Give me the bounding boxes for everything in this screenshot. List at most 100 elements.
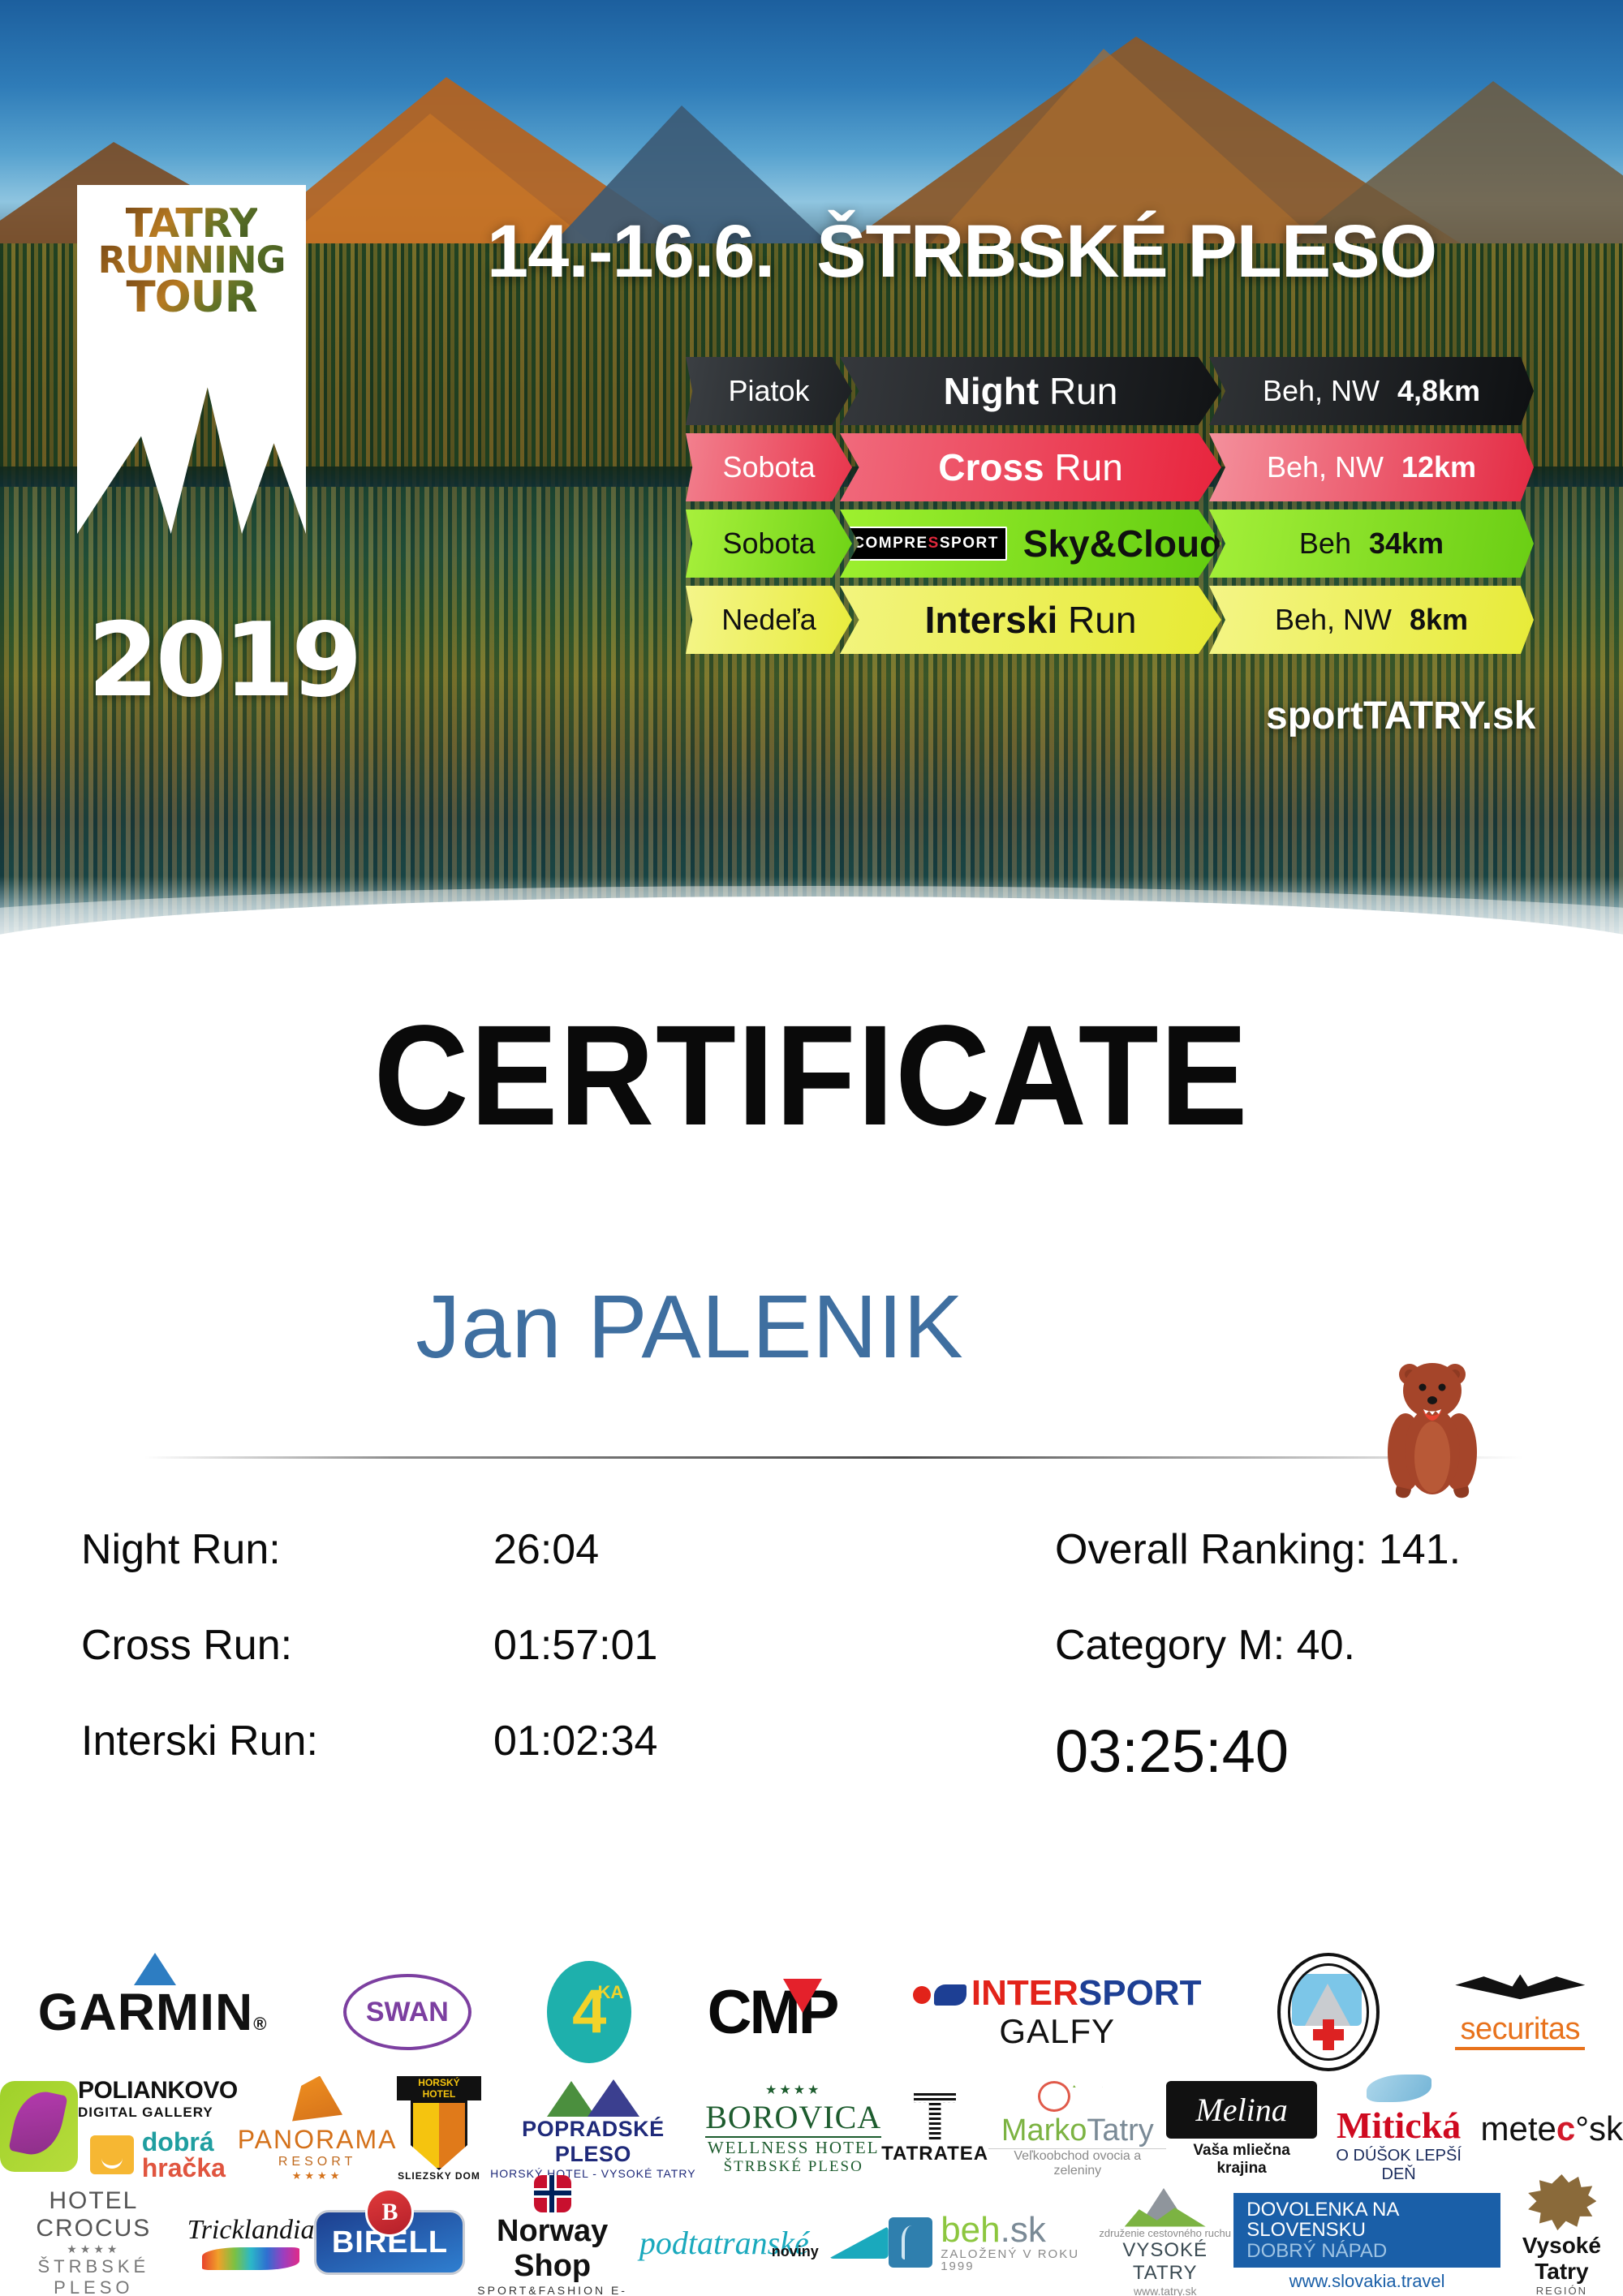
sponsor-hotel-crocus-text[interactable]: HOTEL CROCUS ★★★★ ŠTRBSKÉ PLESO [0, 2187, 187, 2296]
intersport-logo: INTERSPORT GALFY [912, 1973, 1202, 2049]
sponsor-logos: GARMIN® SWAN 4 KA CMP INTERSP [0, 1953, 1623, 2296]
norway-shop-logo: Norway Shop SPORT&FASHION E-SHOP [465, 2175, 639, 2296]
sponsor-swan[interactable]: SWAN [342, 1974, 471, 2050]
behsk-logo: beh.sk ZALOŽENÝ V ROKU 1999 [888, 2210, 1096, 2273]
schedule-discipline: Beh, NW [1266, 450, 1384, 484]
dovolenka-label: DOVOLENKA NA SLOVENSKU [1246, 2199, 1399, 2242]
sponsor-marko-tatry[interactable]: MarkoTatry Veľkoobchod ovocia a zeleniny [988, 2079, 1167, 2178]
miticka-label: Mitická [1336, 2104, 1462, 2146]
sponsor-tricklandia[interactable]: Tricklandia [187, 2215, 314, 2270]
intersport-sport: SPORT [1078, 1973, 1202, 2013]
panorama-label: PANORAMA [237, 2124, 398, 2154]
region-tatry-logo: Vysoké Tatry REGIÓN www.regiontatry.sk [1500, 2174, 1623, 2296]
sponsor-beh-sk[interactable]: beh.sk ZALOŽENÝ V ROKU 1999 [888, 2210, 1096, 2273]
hero-banner: TATRY RUNNING TOUR 2019 14.-16.6. ŠTRBSKÉ… [0, 0, 1623, 961]
schedule-distance-chevron: Beh, NW 4,8km [1209, 357, 1534, 425]
dobra-bag-icon [89, 2135, 134, 2174]
swan-logo: SWAN [342, 1974, 471, 2050]
sponsor-dovolenka-na-slovensku[interactable]: DOVOLENKA NA SLOVENSKU DOBRÝ NÁPAD www.s… [1233, 2193, 1500, 2292]
marko-label: MarkoTatry [988, 2113, 1166, 2148]
podtatranske-sub: noviny [771, 2242, 819, 2259]
popradske-label: POPRADSKÉ PLESO [522, 2117, 665, 2166]
tanap-logo-icon [1276, 1953, 1380, 2071]
miticka-sub: O DÚŠOK LEPŠÍ DEŇ [1336, 2146, 1462, 2183]
behsk-label: beh [941, 2210, 1001, 2250]
race-name-bold: Cross [938, 446, 1044, 488]
dobra-words: dobrá hračka [142, 2129, 226, 2181]
intersport-wordmark: INTERSPORT [912, 1973, 1202, 2013]
podtatranske-fan-icon [828, 2226, 889, 2259]
sponsor-miticka[interactable]: Mitická O DÚŠOK LEPŠÍ DEŇ [1317, 2074, 1481, 2184]
borovica-stars: ★★★★ [765, 2083, 822, 2097]
fourka-ka: KA [597, 1982, 624, 2002]
garmin-label: GARMIN [37, 1983, 254, 2041]
sponsor-birell[interactable]: B BIRELL [314, 2188, 466, 2275]
meteo-logo: metec°sk [1480, 2109, 1623, 2148]
hracka-label: hračka [141, 2153, 226, 2182]
sponsor-intersport-galfy[interactable]: INTERSPORT GALFY [912, 1973, 1202, 2049]
crocus-label: HOTEL CROCUS [36, 2186, 152, 2242]
sponsor-hotel-crocus[interactable] [0, 2081, 78, 2177]
sponsor-securitas[interactable]: securitas [1455, 1974, 1586, 2050]
marko-second: Tatry [1087, 2113, 1154, 2148]
event-website-url[interactable]: sportTATRY.sk [1266, 694, 1536, 737]
divider [144, 1456, 1524, 1459]
behsk-sub: ZALOŽENÝ V ROKU 1999 [941, 2247, 1080, 2273]
sponsor-podtatranske-noviny[interactable]: podtatranské noviny [639, 2224, 889, 2262]
panorama-tower-icon [292, 2075, 343, 2122]
crocus-flower-icon [0, 2081, 78, 2172]
marko-tatry-logo: MarkoTatry Veľkoobchod ovocia a zeleniny [988, 2079, 1167, 2178]
crocus-sub: ŠTRBSKÉ PLESO [37, 2255, 150, 2296]
category-ranking: Category M: 40. [1055, 1622, 1355, 1669]
sliezsky-caption: HORSKÝ HOTEL [397, 2076, 481, 2100]
intersport-dot-icon [912, 1986, 931, 2005]
sponsor-poliankovo[interactable]: POLIANKOVO DIGITAL GALLERY dobrá hračka [78, 2077, 238, 2181]
securitas-label: securitas [1455, 2012, 1586, 2050]
sponsor-cmp[interactable]: CMP [708, 1977, 840, 2048]
dovolenka-url[interactable]: www.slovakia.travel [1289, 2270, 1445, 2291]
race-name-bold: Sky&Clouds [1022, 522, 1243, 565]
tricklandia-ribbon-icon [202, 2247, 300, 2270]
compressport-badge: COMPRESSPORT [840, 527, 1007, 561]
schedule-day: Piatok [728, 374, 810, 407]
sponsor-meteo-sk[interactable]: metec°sk [1480, 2109, 1623, 2148]
race-name-rest: Run [1057, 599, 1137, 641]
schedule-row-cross-run[interactable]: Sobota Cross Run Beh, NW 12km [686, 433, 1595, 501]
result-label: Night Run: [81, 1526, 281, 1573]
sponsor-panorama-resort[interactable]: PANORAMA RESORT ★★★★ [237, 2075, 398, 2182]
sponsor-tatratea[interactable]: TATRATEA [881, 2092, 988, 2165]
sponsor-norway-shop[interactable]: Norway Shop SPORT&FASHION E-SHOP [465, 2175, 639, 2296]
category-row: Category M: 40. [1055, 1621, 1623, 1717]
tatratea-label: TATRATEA [881, 2143, 989, 2165]
sponsor-melina[interactable]: Melina Vaša mliečna krajina [1166, 2080, 1317, 2178]
sponsor-sliezsky-dom[interactable]: HORSKÝ HOTEL SLIEZSKY DOM [397, 2076, 481, 2182]
tatratea-logo: TATRATEA [881, 2092, 988, 2165]
schedule-row-night-run[interactable]: Piatok Night Run Beh, NW 4,8km [686, 357, 1595, 425]
sponsor-region-vysoke-tatry[interactable]: Vysoké Tatry REGIÓN www.regiontatry.sk [1500, 2174, 1623, 2296]
bear-mascot-icon [1388, 1363, 1477, 1498]
dovolenka-box: DOVOLENKA NA SLOVENSKU DOBRÝ NÁPAD [1233, 2193, 1500, 2268]
tricklandia-logo: Tricklandia [187, 2215, 314, 2270]
schedule-discipline: Beh, NW [1274, 603, 1392, 636]
logo-line-2: RUNNING [97, 239, 286, 282]
schedule-distance-chevron: Beh 34km [1209, 510, 1534, 578]
schedule-row-sky-clouds[interactable]: Sobota COMPRESSPORT Sky&Clouds Beh 34km [686, 510, 1595, 578]
panorama-sub: RESORT [278, 2154, 357, 2169]
tanap-cross-icon-h [1312, 2029, 1344, 2040]
sponsor-4ka[interactable]: 4 KA [547, 1961, 632, 2063]
sponsor-popradske-pleso[interactable]: POPRADSKÉ PLESO HORSKÝ HOTEL - VYSOKÉ TA… [481, 2078, 706, 2180]
sponsor-tanap-horska-sluzba[interactable] [1276, 1953, 1380, 2071]
intersport-swoosh-icon [933, 1984, 966, 2006]
hotel-crocus-wordmark: HOTEL CROCUS ★★★★ ŠTRBSKÉ PLESO [0, 2187, 187, 2296]
vysoke-tatry-url[interactable]: www.tatry.sk [1133, 2284, 1197, 2296]
garmin-triangle-icon [133, 1953, 176, 1985]
sponsor-vysoke-tatry-tourism[interactable]: združenie cestovného ruchu VYSOKÉ TATRY … [1096, 2187, 1233, 2296]
sponsor-garmin[interactable]: GARMIN® [37, 1953, 268, 2042]
tatratea-mark-icon [914, 2092, 957, 2139]
sponsor-borovica[interactable]: ★★★★ BOROVICA WELLNESS HOTEL ŠTRBSKÉ PLE… [705, 2082, 882, 2176]
schedule-name-chevron: COMPRESSPORT Sky&Clouds [840, 510, 1221, 578]
schedule-day-chevron: Sobota [686, 510, 852, 578]
schedule-row-interski-run[interactable]: Nedeľa Interski Run Beh, NW 8km [686, 586, 1595, 654]
region-sun-icon [1528, 2174, 1597, 2231]
schedule-name-chevron: Interski Run [840, 586, 1221, 654]
